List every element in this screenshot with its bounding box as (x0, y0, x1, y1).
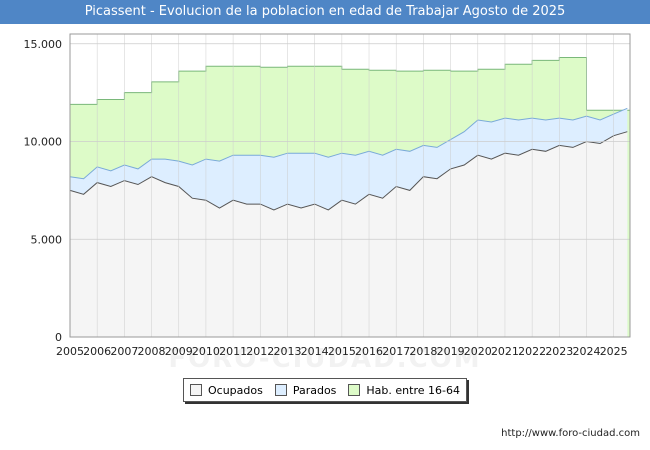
chart-title: Picassent - Evolucion de la poblacion en… (84, 4, 566, 19)
legend-label-hab: Hab. entre 16-64 (366, 383, 460, 397)
x-tick-label: 2014 (301, 345, 329, 358)
y-tick-label: 5.000 (31, 233, 63, 246)
x-tick-label: 2012 (246, 345, 274, 358)
line-ocupados (69, 131, 628, 211)
title-bar (0, 0, 650, 24)
y-tick-label: 15.000 (24, 38, 63, 51)
legend-item-ocupados: Ocupados (189, 383, 263, 397)
x-tick-label: 2019 (437, 345, 465, 358)
x-tick-label: 2018 (409, 345, 437, 358)
legend-item-hab: Hab. entre 16-64 (348, 384, 460, 397)
x-tick-label: 2022 (518, 345, 546, 358)
legend: Ocupados Parados Hab. entre 16-64 (183, 378, 467, 402)
watermark: FORO-CIUDAD.COM (168, 344, 482, 374)
legend-swatch-hab (348, 384, 361, 396)
line-hab (70, 57, 630, 111)
x-tick-label: 2024 (573, 345, 601, 358)
x-tick-label: 2006 (83, 345, 111, 358)
y-tick-label: 0 (55, 331, 62, 344)
x-tick-label: 2013 (273, 345, 301, 358)
x-tick-label: 2007 (110, 345, 138, 358)
x-tick-label: 2016 (355, 345, 383, 358)
x-tick-label: 2009 (165, 345, 193, 358)
legend-label-ocupados: Ocupados (207, 383, 263, 397)
x-tick-label: 2015 (328, 345, 356, 358)
legend-item-parados: Parados (274, 383, 337, 397)
area-ocupados (70, 131, 628, 337)
x-tick-label: 2025 (600, 345, 628, 358)
source-url: http://www.foro-ciudad.com (501, 428, 640, 439)
y-tick-label: 10.000 (24, 136, 63, 149)
x-tick-label: 2011 (219, 345, 247, 358)
x-tick-label: 2020 (464, 345, 492, 358)
x-tick-label: 2017 (382, 345, 410, 358)
legend-label-parados: Parados (292, 383, 337, 397)
x-tick-label: 2010 (192, 345, 220, 358)
x-tick-label: 2005 (56, 345, 84, 358)
legend-swatch-ocupados (189, 384, 202, 396)
x-tick-label: 2008 (138, 345, 166, 358)
legend-swatch-parados (274, 384, 287, 396)
plot-border (69, 33, 631, 338)
x-tick-label: 2021 (491, 345, 519, 358)
x-tick-label: 2023 (545, 345, 573, 358)
line-parados (69, 107, 628, 180)
